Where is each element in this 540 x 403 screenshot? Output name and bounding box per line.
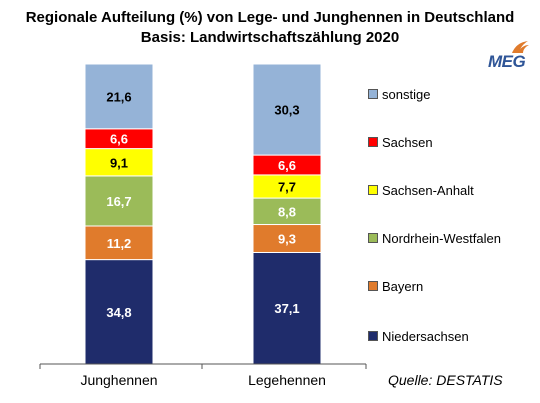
legend-item: Bayern: [368, 278, 423, 294]
category-label: Legehennen: [248, 372, 326, 388]
data-label: 9,1: [110, 155, 128, 170]
legend-swatch: [368, 137, 378, 147]
legend-label: Niedersachsen: [382, 328, 469, 344]
category-label: Junghennen: [80, 372, 157, 388]
legend-swatch: [368, 331, 378, 341]
data-label: 9,3: [278, 231, 296, 246]
data-label: 16,7: [106, 194, 131, 209]
bar-segment: [84, 175, 154, 227]
data-label: 6,6: [110, 132, 128, 147]
bar-segment: [84, 148, 154, 177]
data-label: 11,2: [107, 236, 132, 251]
logo-text: MEG: [488, 52, 526, 71]
source-note: Quelle: DESTATIS: [388, 372, 503, 388]
title-line-2: Basis: Landwirtschaftszählung 2020: [140, 29, 400, 46]
legend-item: sonstige: [368, 86, 430, 102]
flame-icon: [512, 41, 529, 53]
legend-label: sonstige: [382, 86, 431, 102]
legend-label: Sachsen-Anhalt: [382, 182, 474, 198]
meg-logo: MEG: [488, 40, 532, 71]
legend-label: Bayern: [382, 278, 424, 294]
data-label: 30,3: [274, 103, 299, 118]
data-label: 21,6: [106, 89, 131, 104]
legend-swatch: [368, 281, 378, 291]
data-label: 6,6: [278, 158, 296, 173]
legend-item: Sachsen-Anhalt: [368, 182, 474, 198]
legend-item: Sachsen: [368, 134, 433, 150]
legend-item: Nordrhein-Westfalen: [368, 230, 501, 246]
title-line-1: Regionale Aufteilung (%) von Lege- und J…: [25, 9, 515, 26]
bar-segment: [252, 197, 322, 226]
data-label: 8,8: [278, 204, 296, 219]
bar-segment: [252, 63, 322, 156]
legend-swatch: [368, 89, 378, 99]
bar-segment: [252, 224, 322, 253]
legend-swatch: [368, 233, 378, 243]
legend-label: Nordrhein-Westfalen: [382, 230, 501, 246]
legend-label: Sachsen: [382, 134, 433, 150]
data-label: 7,7: [278, 179, 296, 194]
bar-segment: [84, 259, 154, 365]
legend-swatch: [368, 185, 378, 195]
bar-segment: [84, 63, 154, 130]
chart-title: Regionale Aufteilung (%) von Lege- und J…: [0, 8, 540, 48]
data-label: 34,8: [106, 305, 131, 320]
data-label: 37,1: [274, 301, 299, 316]
legend-item: Niedersachsen: [368, 328, 469, 344]
